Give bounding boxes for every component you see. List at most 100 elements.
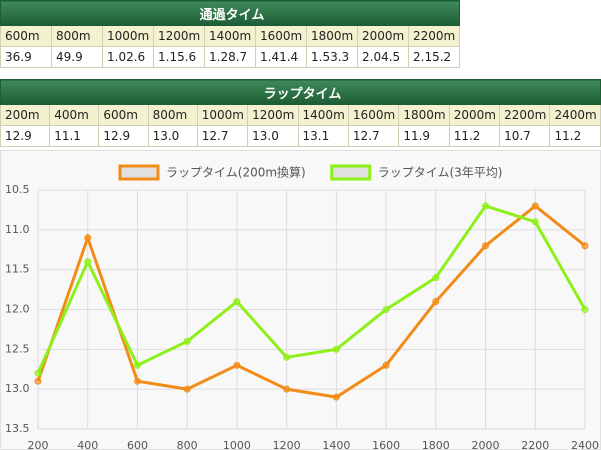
- data-point: [581, 306, 589, 313]
- x-tick-label: 800: [177, 439, 198, 450]
- data-point: [482, 242, 490, 250]
- lap-table: ラップタイム 200m 400m 600m 800m 1000m 1200m 1400m 160…: [0, 79, 601, 147]
- header-cell: 1600m: [347, 104, 400, 126]
- data-point: [34, 369, 42, 377]
- value-cell: 1.41.4: [255, 46, 307, 68]
- header-cell: 1000m: [196, 104, 249, 126]
- y-tick-label: 12.5: [5, 342, 30, 355]
- chart: 10.5 11.0 11.5 12.0 12.5 13.0 13.5 200 400 600 800…: [0, 150, 601, 450]
- value-cell: 11.2: [448, 125, 501, 147]
- header-cell: 2000m: [357, 25, 409, 47]
- value-cell: 2.15.2: [408, 46, 460, 68]
- value-cell: 13.0: [147, 125, 198, 147]
- header-cell: 800m: [51, 25, 103, 47]
- header-cell: 400m: [49, 104, 100, 126]
- data-point: [183, 337, 191, 345]
- value-cell: 12.9: [98, 125, 149, 147]
- header-cell: 2000m: [448, 104, 501, 126]
- header-cell: 1200m: [153, 25, 205, 47]
- value-cell: 36.9: [0, 46, 52, 68]
- y-tick-label: 10.5: [5, 183, 30, 196]
- x-tick-label: 1600: [372, 439, 400, 450]
- x-tick-label: 2000: [472, 439, 500, 450]
- header-cell: 2400m: [549, 104, 601, 126]
- data-point: [382, 361, 390, 369]
- data-point: [133, 377, 141, 385]
- data-point: [332, 345, 340, 353]
- data-point: [283, 353, 291, 361]
- header-cell: 2200m: [408, 25, 460, 47]
- table-title: ラップタイム: [0, 79, 601, 105]
- header-cell: 1800m: [306, 25, 358, 47]
- title-row: ラップタイム: [0, 79, 601, 105]
- value-cell: 12.7: [196, 125, 249, 147]
- y-tick-label: 13.0: [5, 382, 30, 395]
- legend-swatch: [118, 164, 160, 181]
- data-point: [183, 385, 191, 393]
- value-row: 12.9 11.1 12.9 13.0 12.7 13.0 13.1 12.7 11.9 11.2…: [0, 125, 601, 147]
- y-tick-label: 11.0: [5, 223, 30, 236]
- x-tick-label: 1400: [322, 439, 350, 450]
- y-tick-label: 11.5: [5, 263, 30, 276]
- value-cell: 1.28.7: [204, 46, 256, 68]
- data-point: [432, 298, 440, 306]
- value-cell: 13.0: [247, 125, 299, 147]
- x-tick-label: 1000: [223, 439, 251, 450]
- value-cell: 1.15.6: [153, 46, 205, 68]
- value-cell: 1.02.6: [102, 46, 154, 68]
- x-tick-label: 400: [77, 439, 98, 450]
- header-cell: 1400m: [204, 25, 256, 47]
- value-cell: 11.2: [549, 125, 601, 147]
- data-point: [233, 298, 241, 306]
- header-row: 200m 400m 600m 800m 1000m 1200m 1400m 1600m 1800…: [0, 104, 601, 126]
- value-cell: 49.9: [51, 46, 103, 68]
- value-cell: 13.1: [297, 125, 349, 147]
- header-cell: 600m: [0, 25, 52, 47]
- header-row: 600m 800m 1000m 1200m 1400m 1600m 1800m 2000m 22…: [0, 25, 460, 47]
- passing-table: 通過タイム 600m 800m 1000m 1200m 1400m 1600m 1800m 20…: [0, 0, 460, 68]
- value-cell: 12.9: [0, 125, 51, 147]
- y-tick-label: 12.0: [5, 303, 30, 316]
- x-tick-label: 2400: [571, 439, 599, 450]
- chart-background: [0, 150, 601, 450]
- data-point: [84, 234, 92, 242]
- data-point: [382, 306, 390, 313]
- data-point: [34, 377, 42, 385]
- header-cell: 2200m: [499, 104, 551, 126]
- y-tick-label: 13.5: [5, 422, 30, 435]
- header-cell: 600m: [98, 104, 149, 126]
- data-point: [84, 258, 92, 266]
- data-point: [233, 361, 241, 369]
- header-cell: 1600m: [255, 25, 307, 47]
- header-cell: 1400m: [297, 104, 349, 126]
- value-cell: 12.7: [347, 125, 400, 147]
- x-tick-label: 1800: [422, 439, 450, 450]
- value-cell: 2.04.5: [357, 46, 409, 68]
- header-cell: 800m: [147, 104, 198, 126]
- value-row: 36.9 49.9 1.02.6 1.15.6 1.28.7 1.41.4 1.53.3 2.…: [0, 46, 460, 68]
- header-cell: 1800m: [398, 104, 450, 126]
- legend-label: ラップタイム(3年平均): [378, 166, 503, 180]
- series-line: [36, 204, 587, 374]
- data-point: [531, 218, 539, 226]
- title-row: 通過タイム: [0, 0, 460, 26]
- x-tick-label: 1200: [273, 439, 301, 450]
- data-point: [482, 202, 490, 210]
- header-cell: 1200m: [247, 104, 299, 126]
- x-tick-label: 200: [28, 439, 49, 450]
- data-point: [133, 361, 141, 369]
- data-point: [332, 393, 340, 401]
- x-tick-label: 600: [127, 439, 148, 450]
- value-cell: 11.1: [49, 125, 100, 147]
- value-cell: 11.9: [398, 125, 450, 147]
- header-cell: 1000m: [102, 25, 154, 47]
- legend-label: ラップタイム(200m換算): [166, 165, 306, 180]
- header-cell: 200m: [0, 104, 51, 126]
- data-point: [283, 385, 291, 393]
- value-cell: 10.7: [499, 125, 551, 147]
- x-tick-label: 2200: [521, 439, 549, 450]
- data-point: [581, 242, 589, 250]
- series-line: [36, 204, 586, 399]
- data-point: [432, 274, 440, 282]
